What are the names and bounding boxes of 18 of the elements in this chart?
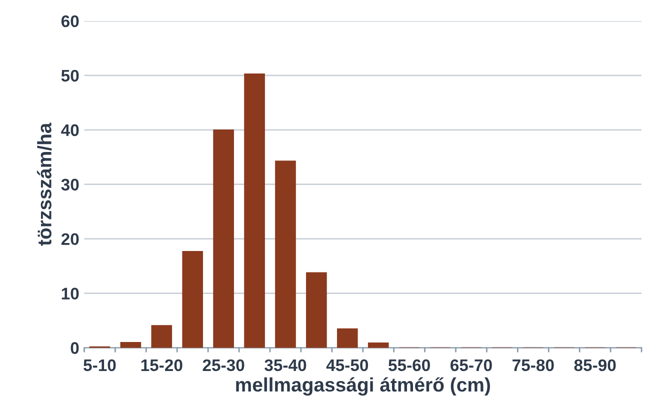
y-tick-label: 30 (61, 178, 79, 191)
x-tick-label: 85-90 (574, 359, 616, 372)
y-tick-label: 40 (61, 124, 79, 136)
y-tick-label: 10 (62, 288, 79, 300)
x-tick-label: 5-10 (84, 359, 116, 372)
y-tick-label: 60 (61, 15, 79, 28)
y-axis-title: törzsszám/ha (36, 122, 52, 246)
y-tick-label: 50 (61, 70, 79, 82)
y-tick-label: 0 (70, 342, 79, 354)
x-axis-title: mellmagassági átmérő (cm) (236, 377, 490, 396)
x-tick-label: 65-70 (450, 359, 492, 372)
y-tick-label: 20 (61, 233, 79, 246)
x-tick-label: 15-20 (141, 359, 182, 372)
x-tick-label: 45-50 (326, 359, 368, 372)
x-tick-label: 25-30 (202, 359, 244, 372)
x-tick-label: 35-40 (264, 359, 306, 372)
x-tick-label: 55-60 (388, 359, 430, 372)
x-tick-label: 75-80 (512, 359, 554, 372)
